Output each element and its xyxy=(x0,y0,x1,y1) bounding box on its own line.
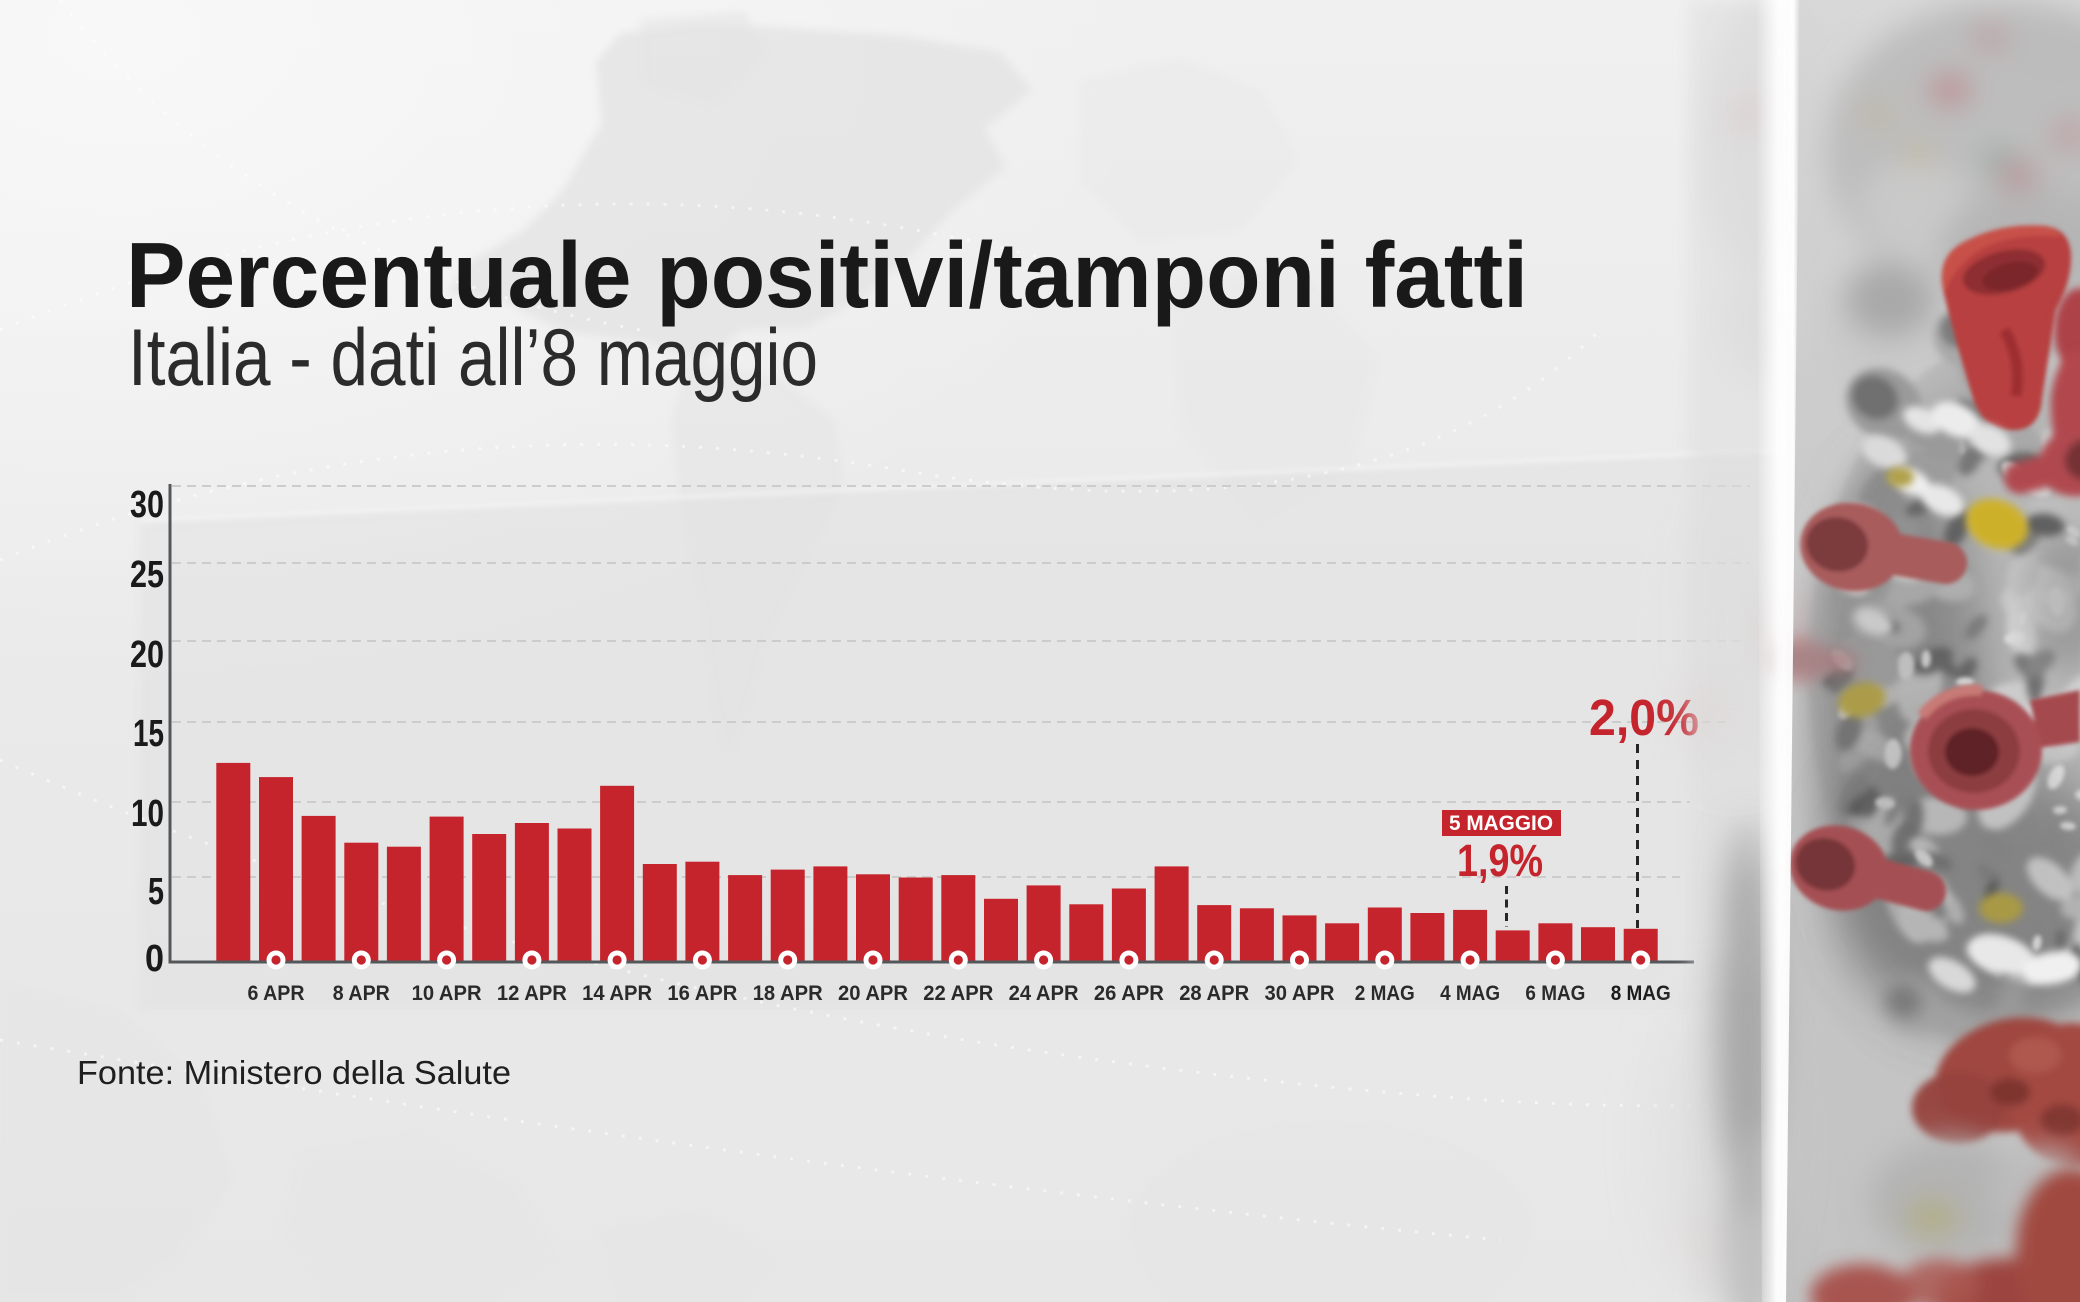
svg-text:8 APR: 8 APR xyxy=(333,982,390,1005)
svg-text:22 APR: 22 APR xyxy=(923,982,993,1005)
svg-text:10: 10 xyxy=(131,793,164,835)
svg-text:28 APR: 28 APR xyxy=(1179,982,1249,1005)
svg-text:30: 30 xyxy=(130,484,164,526)
svg-text:Percentuale positivi/tamponi f: Percentuale positivi/tamponi fatti xyxy=(126,223,1528,327)
svg-text:Italia - dati all’8 maggio: Italia - dati all’8 maggio xyxy=(128,313,818,403)
svg-text:10 APR: 10 APR xyxy=(412,982,482,1005)
svg-text:8 MAG: 8 MAG xyxy=(1611,982,1671,1005)
svg-text:26 APR: 26 APR xyxy=(1094,982,1164,1005)
svg-text:20 APR: 20 APR xyxy=(838,982,908,1005)
svg-text:0: 0 xyxy=(145,938,164,980)
svg-text:Fonte: Ministero della Salute: Fonte: Ministero della Salute xyxy=(77,1054,511,1091)
svg-text:25: 25 xyxy=(130,554,164,596)
svg-text:5: 5 xyxy=(148,871,164,913)
svg-text:16 APR: 16 APR xyxy=(667,982,737,1005)
svg-text:1,9%: 1,9% xyxy=(1457,835,1543,886)
svg-text:15: 15 xyxy=(133,713,164,755)
svg-text:5 MAGGIO: 5 MAGGIO xyxy=(1449,812,1553,835)
svg-text:6 APR: 6 APR xyxy=(248,982,305,1005)
svg-text:12 APR: 12 APR xyxy=(497,982,567,1005)
svg-text:20: 20 xyxy=(130,634,164,676)
svg-text:24 APR: 24 APR xyxy=(1009,982,1079,1005)
svg-text:18 APR: 18 APR xyxy=(753,982,823,1005)
svg-text:4 MAG: 4 MAG xyxy=(1440,982,1500,1005)
svg-text:14 APR: 14 APR xyxy=(582,982,652,1005)
svg-text:2,0%: 2,0% xyxy=(1589,689,1699,746)
svg-text:6 MAG: 6 MAG xyxy=(1525,982,1585,1005)
svg-text:30 APR: 30 APR xyxy=(1265,982,1335,1005)
svg-text:2 MAG: 2 MAG xyxy=(1355,982,1415,1005)
